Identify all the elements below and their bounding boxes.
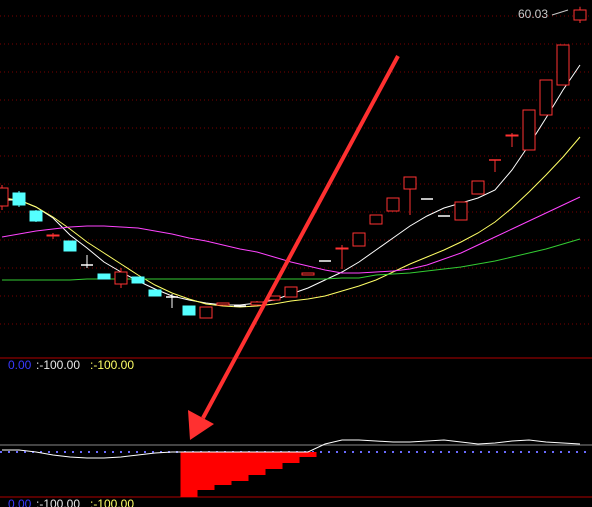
indicator-value: :-100.00 xyxy=(36,497,80,507)
indicator-line xyxy=(2,439,581,459)
arrow-head xyxy=(188,410,214,440)
indicator-bar xyxy=(265,452,283,469)
indicator-value: :-100.00 xyxy=(36,358,80,372)
candle-body xyxy=(250,301,264,306)
indicator-bar xyxy=(248,452,266,475)
moving-average xyxy=(2,64,581,306)
candle-body xyxy=(97,273,111,280)
candle-body xyxy=(335,247,349,250)
high-annotation: 60.03 xyxy=(518,7,548,21)
moving-average xyxy=(1,196,581,274)
indicator-bar xyxy=(231,452,249,481)
indicator-bar xyxy=(180,452,198,497)
candle-body xyxy=(454,201,468,221)
candle-body xyxy=(505,134,519,137)
candle-body xyxy=(12,192,26,206)
candle-body xyxy=(148,289,162,297)
candle-body xyxy=(0,187,9,207)
candle-body xyxy=(301,272,315,276)
candle-body xyxy=(369,214,383,225)
candle-body xyxy=(29,210,43,222)
candle-body xyxy=(199,306,213,319)
moving-average xyxy=(2,238,581,281)
candle-body xyxy=(182,305,196,316)
marks xyxy=(0,6,587,497)
candle-body xyxy=(284,286,298,298)
candle-body xyxy=(573,9,587,21)
indicator-value: 0.00 xyxy=(8,358,32,372)
candle-body xyxy=(352,232,366,247)
candle-body xyxy=(471,180,485,195)
candle-body xyxy=(216,302,230,306)
indicator-bar xyxy=(299,452,317,457)
arrow-shaft xyxy=(201,55,400,419)
candle-body xyxy=(556,44,570,86)
candle-body xyxy=(522,109,536,151)
candle-body xyxy=(63,240,77,252)
candle-body xyxy=(386,197,400,212)
candle-body xyxy=(114,271,128,285)
moving-average xyxy=(1,136,581,308)
indicator-bar xyxy=(282,452,300,463)
candle-body xyxy=(46,234,60,237)
candle-body xyxy=(539,79,553,116)
candle-body xyxy=(131,276,145,284)
grid xyxy=(0,15,592,325)
indicator-bar xyxy=(214,452,232,485)
indicator-value: 0.00 xyxy=(8,497,32,507)
indicator-value: :-100.00 xyxy=(90,497,134,507)
annotation-pointer xyxy=(551,9,569,16)
indicator-bar xyxy=(197,452,215,490)
indicator-value: :-100.00 xyxy=(90,358,134,372)
candle-body xyxy=(403,176,417,190)
